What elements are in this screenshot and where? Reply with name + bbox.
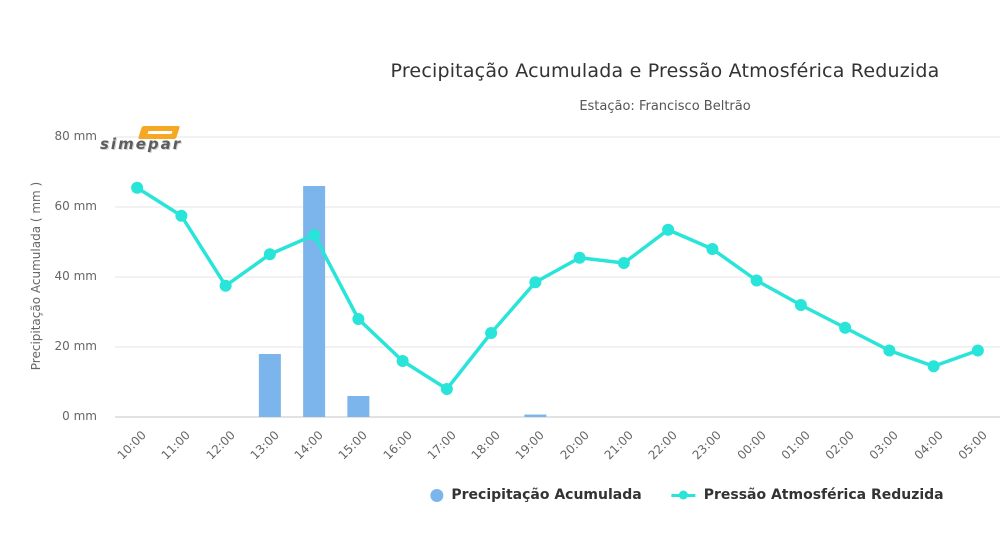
- x-axis-tick-label: 10:00: [114, 428, 150, 463]
- legend-item-pressao[interactable]: Pressão Atmosférica Reduzida: [671, 487, 944, 503]
- chart-canvas: [115, 136, 1000, 418]
- pressure-point[interactable]: [529, 276, 542, 289]
- y-axis-tick-label: 80 mm: [54, 129, 97, 143]
- pressure-point[interactable]: [308, 229, 321, 241]
- x-axis-tick-label: 12:00: [203, 428, 238, 463]
- pressure-point[interactable]: [396, 355, 409, 367]
- x-axis-tick-label: 14:00: [291, 428, 327, 463]
- legend: Precipitação Acumulada Pressão Atmosféri…: [430, 487, 944, 503]
- plot-area: [115, 136, 1000, 418]
- line-series-marker-icon: [671, 490, 696, 500]
- x-axis-tick-label: 21:00: [601, 428, 636, 463]
- pressure-point[interactable]: [263, 248, 276, 261]
- pressure-point[interactable]: [131, 181, 144, 194]
- x-axis-tick-label: 01:00: [778, 428, 813, 463]
- legend-label-precipitacao: Precipitação Acumulada: [451, 487, 642, 503]
- pressure-point[interactable]: [927, 360, 940, 373]
- pressure-point[interactable]: [573, 251, 586, 264]
- y-axis-tick-label: 60 mm: [54, 199, 97, 213]
- x-axis-tick-label: 22:00: [645, 428, 681, 463]
- precipitation-bar[interactable]: [347, 396, 370, 417]
- x-axis-tick-label: 20:00: [557, 428, 592, 463]
- simepar-logo-text: simepar: [100, 135, 183, 153]
- chart-subtitle: Estação: Francisco Beltrão: [579, 99, 751, 114]
- pressure-point[interactable]: [662, 223, 675, 236]
- legend-label-pressao: Pressão Atmosférica Reduzida: [703, 487, 944, 503]
- x-axis-tick-label: 00:00: [734, 428, 769, 463]
- precipitation-bar[interactable]: [303, 186, 326, 417]
- y-axis-tick-label: 20 mm: [54, 339, 97, 353]
- x-axis-tick-label: 18:00: [468, 428, 504, 463]
- y-axis-tick-label: 40 mm: [54, 269, 97, 283]
- pressure-point[interactable]: [971, 344, 984, 357]
- x-axis-tick-label: 23:00: [689, 428, 725, 463]
- chart-title: Precipitação Acumulada e Pressão Atmosfé…: [390, 60, 940, 82]
- x-axis-tick-label: 04:00: [911, 428, 946, 463]
- x-axis-tick-label: 02:00: [822, 428, 858, 463]
- line-series-dot-icon: [679, 490, 689, 500]
- y-axis-tick-label: 0 mm: [62, 409, 97, 423]
- pressure-point[interactable]: [440, 383, 453, 395]
- pressure-point[interactable]: [750, 274, 763, 287]
- precipitation-bar[interactable]: [524, 414, 547, 417]
- pressure-point[interactable]: [219, 279, 232, 292]
- x-axis-tick-label: 19:00: [512, 428, 548, 463]
- pressure-point[interactable]: [485, 327, 498, 339]
- pressure-point[interactable]: [794, 299, 807, 311]
- pressure-point[interactable]: [352, 313, 365, 325]
- x-axis-tick-label: 17:00: [424, 428, 459, 463]
- precipitation-bar[interactable]: [258, 354, 281, 417]
- legend-item-precipitacao[interactable]: Precipitação Acumulada: [430, 487, 642, 503]
- pressure-point[interactable]: [617, 257, 630, 269]
- chart-header: Precipitação Acumulada e Pressão Atmosfé…: [330, 60, 1000, 114]
- x-axis-tick-label: 05:00: [955, 428, 990, 463]
- pressure-point[interactable]: [839, 321, 852, 334]
- pressure-point[interactable]: [175, 209, 188, 222]
- simepar-logo: simepar: [100, 126, 192, 154]
- x-axis-tick-label: 03:00: [866, 428, 902, 463]
- pressure-point[interactable]: [706, 243, 719, 255]
- pressure-point[interactable]: [883, 344, 896, 357]
- x-axis-tick-label: 11:00: [158, 428, 194, 463]
- x-axis-tick-label: 15:00: [335, 428, 371, 463]
- x-axis-tick-label: 16:00: [380, 428, 415, 463]
- bar-series-marker-icon: [430, 488, 444, 502]
- x-axis-tick-label: 13:00: [247, 428, 282, 463]
- pressure-line: [135, 186, 980, 391]
